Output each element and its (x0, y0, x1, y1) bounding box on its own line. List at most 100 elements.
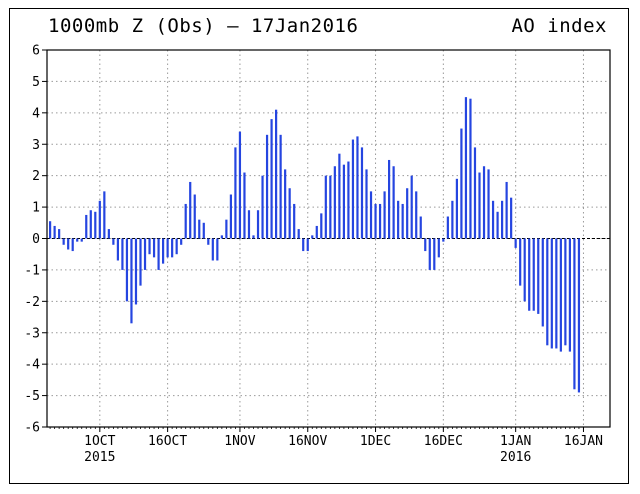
bar (473, 147, 477, 239)
bar (284, 169, 287, 239)
bar (568, 238, 571, 352)
bar (175, 238, 178, 255)
bar (279, 134, 282, 239)
bar (162, 238, 165, 264)
bar (157, 238, 160, 270)
index-label: AO index (511, 15, 607, 37)
bar (207, 238, 210, 245)
bar (302, 238, 305, 252)
bar (333, 166, 336, 239)
y-tick-label: 6 (32, 44, 40, 59)
bar (501, 200, 504, 239)
bar (261, 175, 264, 239)
bar (202, 222, 205, 239)
bar (532, 238, 535, 311)
bar (523, 238, 526, 302)
bar (401, 203, 404, 239)
y-tick-label: -2 (24, 295, 40, 310)
bar (546, 238, 549, 346)
x-tick-label: 16DEC (424, 434, 463, 449)
bar (428, 238, 431, 270)
bar (247, 210, 251, 239)
y-tick-label: -6 (24, 421, 40, 436)
bar (49, 221, 52, 239)
bar (433, 238, 436, 270)
bar (98, 200, 101, 239)
bar (193, 194, 196, 239)
bar (125, 238, 129, 302)
bar (139, 238, 142, 286)
bar (451, 200, 454, 239)
y-tick-label: -1 (24, 263, 40, 278)
bar (487, 169, 490, 239)
bar (555, 238, 558, 349)
bar (148, 238, 151, 255)
bar (356, 136, 359, 239)
bar (152, 238, 156, 258)
bar (464, 97, 468, 239)
bar (143, 238, 147, 270)
y-tick-label: 3 (32, 138, 40, 153)
bar (67, 238, 70, 250)
x-tick-label: 16JAN (564, 434, 603, 449)
bar (62, 238, 65, 245)
y-tick-label: -5 (24, 389, 40, 404)
bar (424, 238, 427, 252)
bar (184, 203, 187, 239)
bar (491, 200, 495, 239)
y-tick-label: 4 (32, 106, 40, 121)
bar (103, 191, 106, 239)
bar (180, 238, 183, 245)
bar (275, 109, 278, 239)
bar (537, 238, 540, 314)
bar (519, 238, 522, 286)
bar (297, 229, 300, 239)
bar (306, 238, 309, 252)
x-tick-year-label: 2016 (500, 450, 531, 465)
bar (410, 175, 413, 239)
bar (58, 229, 61, 239)
bar (288, 188, 291, 239)
bar (89, 210, 92, 239)
bar (80, 238, 83, 242)
bar (573, 238, 576, 390)
bar (347, 161, 350, 239)
bar (446, 216, 449, 239)
bar (76, 238, 79, 242)
bar (293, 203, 296, 239)
y-tick-label: 5 (32, 75, 40, 90)
bar (130, 238, 133, 324)
bar (383, 191, 386, 239)
bar (116, 238, 119, 261)
x-tick-label: 16NOV (288, 434, 327, 449)
bar (505, 181, 508, 239)
bar (374, 203, 377, 239)
bar (107, 229, 110, 239)
y-tick-label: -3 (24, 326, 40, 341)
bar (338, 153, 341, 239)
bar (324, 175, 327, 239)
y-tick-label: -4 (24, 358, 40, 373)
bar (85, 214, 88, 239)
bar (437, 238, 440, 258)
bar (243, 172, 246, 239)
bar (220, 235, 223, 239)
bar (415, 191, 418, 239)
bar (166, 238, 169, 258)
bar (514, 238, 517, 248)
bar (365, 169, 368, 239)
y-tick-label: 2 (32, 169, 40, 184)
bar (112, 238, 115, 245)
bar (550, 238, 553, 349)
bar (528, 238, 531, 311)
bar (510, 197, 513, 239)
bar (53, 225, 56, 239)
bar (211, 238, 214, 261)
bar (442, 238, 445, 242)
bar (329, 175, 332, 239)
bar (482, 166, 486, 239)
bar (478, 172, 481, 239)
bar (198, 219, 201, 239)
bar (419, 216, 422, 239)
